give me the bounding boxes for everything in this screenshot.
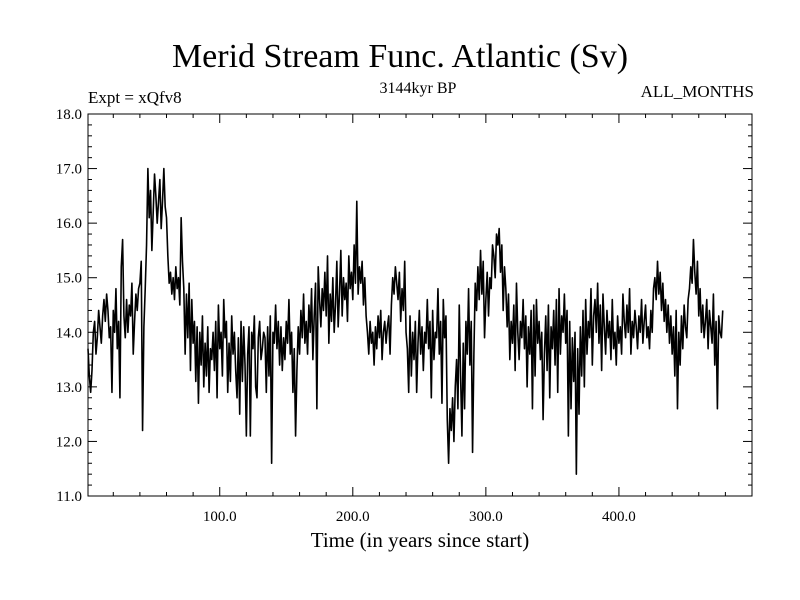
y-tick-label: 17.0 — [56, 162, 82, 178]
x-tick-label: 200.0 — [336, 509, 370, 525]
y-tick-label: 15.0 — [56, 271, 82, 287]
x-axis-label: Time (in years since start) — [310, 528, 530, 552]
x-tick-label: 300.0 — [469, 509, 503, 525]
series-layer — [87, 167, 724, 475]
y-tick-label: 13.0 — [56, 380, 82, 396]
tick-labels: 11.0 12.0 13.0 14.0 15.0 16.0 17.0 18.0 100.0 200… — [56, 107, 636, 525]
plot-frame — [87, 113, 753, 497]
x-tick-label: 100.0 — [203, 509, 237, 525]
y-tick-label: 11.0 — [56, 489, 82, 505]
y-tick-label: 16.0 — [56, 216, 82, 232]
x-tick-label: 400.0 — [602, 509, 636, 525]
chart-title: Merid Stream Func. Atlantic (Sv) — [171, 38, 629, 75]
epoch-label: 3144kyr BP — [379, 80, 457, 97]
y-tick-label: 14.0 — [56, 325, 82, 341]
y-tick-label: 18.0 — [56, 107, 82, 123]
experiment-label: Expt = xQfv8 — [88, 88, 182, 107]
series-line — [87, 167, 724, 475]
y-tick-label: 12.0 — [56, 434, 82, 450]
season-label: ALL_MONTHS — [640, 82, 754, 101]
